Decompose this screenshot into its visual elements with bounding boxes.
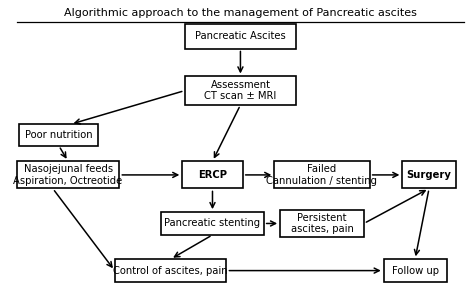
Text: Failed
Cannulation / stenting: Failed Cannulation / stenting bbox=[266, 164, 377, 186]
Text: Persistent
ascites, pain: Persistent ascites, pain bbox=[291, 213, 354, 234]
Text: Follow up: Follow up bbox=[392, 265, 438, 276]
Text: Surgery: Surgery bbox=[407, 170, 452, 180]
FancyBboxPatch shape bbox=[182, 161, 243, 189]
Text: Control of ascites, pain: Control of ascites, pain bbox=[113, 265, 228, 276]
FancyBboxPatch shape bbox=[19, 124, 99, 146]
Text: Assessment
CT scan ± MRI: Assessment CT scan ± MRI bbox=[204, 80, 276, 102]
Text: Nasojejunal feeds
Aspiration, Octreotide: Nasojejunal feeds Aspiration, Octreotide bbox=[13, 164, 123, 186]
FancyBboxPatch shape bbox=[161, 212, 264, 235]
FancyBboxPatch shape bbox=[115, 259, 227, 282]
FancyBboxPatch shape bbox=[280, 210, 364, 237]
FancyBboxPatch shape bbox=[402, 161, 456, 189]
FancyBboxPatch shape bbox=[17, 161, 119, 189]
FancyBboxPatch shape bbox=[184, 24, 296, 49]
Text: Algorithmic approach to the management of Pancreatic ascites: Algorithmic approach to the management o… bbox=[64, 8, 417, 18]
Text: Pancreatic stenting: Pancreatic stenting bbox=[164, 218, 261, 228]
Text: Pancreatic Ascites: Pancreatic Ascites bbox=[195, 31, 286, 41]
FancyBboxPatch shape bbox=[184, 76, 296, 105]
Text: Poor nutrition: Poor nutrition bbox=[25, 130, 92, 140]
FancyBboxPatch shape bbox=[274, 161, 370, 189]
FancyBboxPatch shape bbox=[383, 259, 447, 282]
Text: ERCP: ERCP bbox=[198, 170, 227, 180]
